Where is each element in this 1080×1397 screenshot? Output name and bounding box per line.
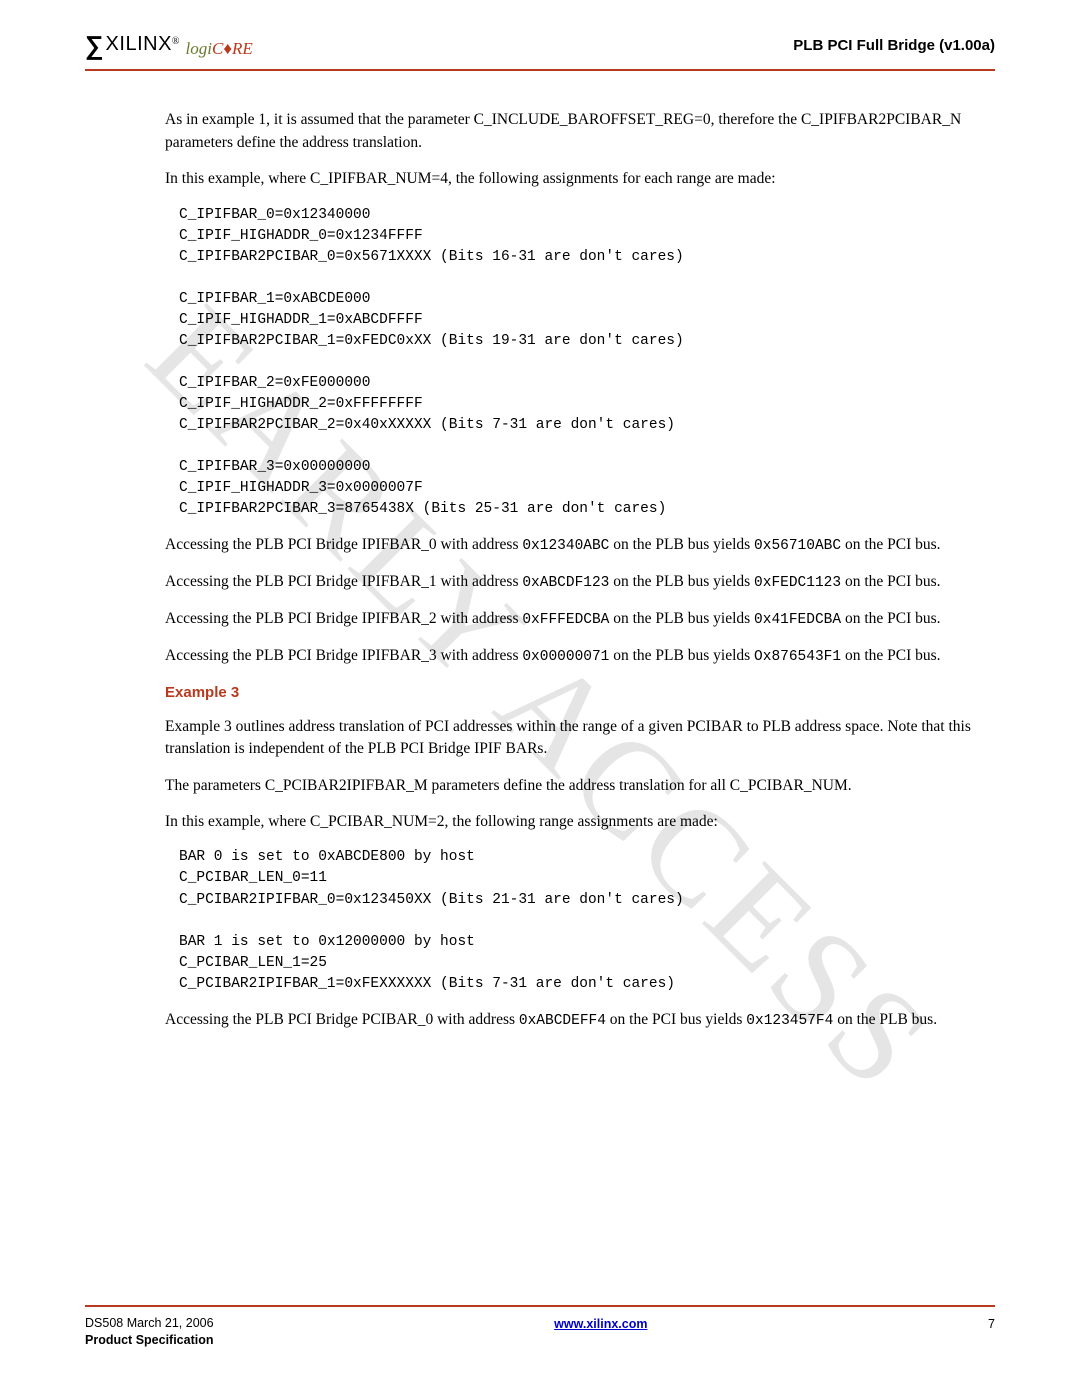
accp-post: on the PLB bus. xyxy=(833,1011,937,1028)
acc1-res: 0xFEDC1123 xyxy=(754,575,841,591)
logicore-logi: logi xyxy=(186,39,212,58)
sigma-icon: ∑ xyxy=(85,32,102,58)
access-para-3: Accessing the PLB PCI Bridge IPIFBAR_3 w… xyxy=(165,645,995,668)
access-para-2: Accessing the PLB PCI Bridge IPIFBAR_2 w… xyxy=(165,608,995,631)
para-intro-2: In this example, where C_IPIFBAR_NUM=4, … xyxy=(165,168,995,190)
footer-left: DS508 March 21, 2006 Product Specificati… xyxy=(85,1315,214,1349)
access-para-1: Accessing the PLB PCI Bridge IPIFBAR_1 w… xyxy=(165,571,995,594)
footer-doc-type: Product Specification xyxy=(85,1332,214,1349)
accp-pre: Accessing the PLB PCI Bridge PCIBAR_0 wi… xyxy=(165,1011,519,1028)
heading-example-3: Example 3 xyxy=(165,682,995,704)
footer-center: www.xilinx.com xyxy=(554,1315,647,1333)
acc0-post: on the PCI bus. xyxy=(841,536,940,553)
acc3-post: on the PCI bus. xyxy=(841,647,940,664)
logo-reg: ® xyxy=(172,36,180,47)
access-para-pcibar0: Accessing the PLB PCI Bridge PCIBAR_0 wi… xyxy=(165,1009,995,1032)
acc0-addr: 0x12340ABC xyxy=(522,538,609,554)
acc2-res: 0x41FEDCBA xyxy=(754,612,841,628)
logo-name: XILINX xyxy=(106,33,172,55)
acc2-pre: Accessing the PLB PCI Bridge IPIFBAR_2 w… xyxy=(165,610,522,627)
logo-block: ∑ XILINX® logiC♦RE xyxy=(85,30,253,61)
acc3-res: Ox876543F1 xyxy=(754,649,841,665)
acc0-mid: on the PLB bus yields xyxy=(609,536,754,553)
acc1-post: on the PCI bus. xyxy=(841,573,940,590)
code-block-1: C_IPIFBAR_0=0x12340000 C_IPIF_HIGHADDR_0… xyxy=(179,205,995,520)
access-para-0: Accessing the PLB PCI Bridge IPIFBAR_0 w… xyxy=(165,534,995,557)
logicore-c: C xyxy=(212,39,223,58)
para-intro-1: As in example 1, it is assumed that the … xyxy=(165,109,995,154)
accp-res: 0x123457F4 xyxy=(746,1013,833,1029)
accp-addr: 0xABCDEFF4 xyxy=(519,1013,606,1029)
logicore-ore: ♦RE xyxy=(223,39,252,58)
acc1-addr: 0xABCDF123 xyxy=(522,575,609,591)
xilinx-logo: ∑ XILINX® xyxy=(85,30,180,59)
acc3-mid: on the PLB bus yields xyxy=(609,647,754,664)
footer-doc-date: DS508 March 21, 2006 xyxy=(85,1315,214,1332)
acc1-mid: on the PLB bus yields xyxy=(609,573,754,590)
page-header: ∑ XILINX® logiC♦RE PLB PCI Full Bridge (… xyxy=(85,30,995,71)
accp-mid: on the PCI bus yields xyxy=(606,1011,746,1028)
footer-link[interactable]: www.xilinx.com xyxy=(554,1317,647,1331)
acc0-res: 0x56710ABC xyxy=(754,538,841,554)
acc2-post: on the PCI bus. xyxy=(841,610,940,627)
para-ex3-3: In this example, where C_PCIBAR_NUM=2, t… xyxy=(165,811,995,833)
para-ex3-2: The parameters C_PCIBAR2IPIFBAR_M parame… xyxy=(165,775,995,797)
acc3-addr: 0x00000071 xyxy=(522,649,609,665)
para-ex3-1: Example 3 outlines address translation o… xyxy=(165,716,995,761)
footer-page-number: 7 xyxy=(988,1315,995,1333)
acc3-pre: Accessing the PLB PCI Bridge IPIFBAR_3 w… xyxy=(165,647,522,664)
doc-title: PLB PCI Full Bridge (v1.00a) xyxy=(793,35,995,57)
logicore-logo: logiC♦RE xyxy=(186,37,253,62)
content-body: As in example 1, it is assumed that the … xyxy=(165,109,995,1031)
acc2-mid: on the PLB bus yields xyxy=(609,610,754,627)
acc0-pre: Accessing the PLB PCI Bridge IPIFBAR_0 w… xyxy=(165,536,522,553)
code-block-2: BAR 0 is set to 0xABCDE800 by host C_PCI… xyxy=(179,847,995,994)
acc1-pre: Accessing the PLB PCI Bridge IPIFBAR_1 w… xyxy=(165,573,522,590)
page-footer: DS508 March 21, 2006 Product Specificati… xyxy=(85,1305,995,1349)
acc2-addr: 0xFFFEDCBA xyxy=(522,612,609,628)
